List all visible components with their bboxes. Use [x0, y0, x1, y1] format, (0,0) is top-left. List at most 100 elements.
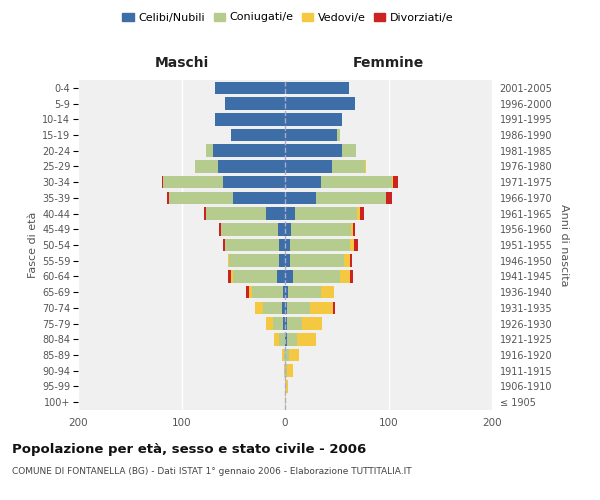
- Bar: [293, 270, 340, 282]
- Bar: [285, 128, 337, 141]
- Bar: [163, 176, 223, 188]
- Bar: [282, 302, 285, 314]
- Bar: [310, 302, 332, 314]
- Bar: [249, 286, 252, 298]
- Text: Popolazione per età, sesso e stato civile - 2006: Popolazione per età, sesso e stato civil…: [12, 442, 366, 456]
- Bar: [316, 192, 386, 204]
- Bar: [285, 270, 293, 282]
- Bar: [285, 82, 349, 94]
- Bar: [233, 270, 277, 282]
- Bar: [285, 380, 286, 392]
- Bar: [332, 160, 365, 172]
- Bar: [245, 286, 249, 298]
- Bar: [295, 208, 358, 220]
- Bar: [285, 208, 295, 220]
- Bar: [285, 176, 321, 188]
- Bar: [229, 254, 279, 267]
- Bar: [277, 270, 285, 282]
- Bar: [218, 160, 285, 172]
- Bar: [272, 318, 283, 330]
- Bar: [285, 144, 342, 157]
- Bar: [206, 144, 212, 157]
- Bar: [285, 302, 287, 314]
- Bar: [204, 208, 206, 220]
- Bar: [351, 223, 353, 235]
- Bar: [285, 98, 355, 110]
- Bar: [285, 254, 290, 267]
- Bar: [288, 286, 321, 298]
- Bar: [337, 128, 340, 141]
- Bar: [287, 333, 298, 345]
- Bar: [167, 192, 169, 204]
- Bar: [279, 254, 285, 267]
- Bar: [365, 160, 366, 172]
- Bar: [228, 254, 229, 267]
- Bar: [263, 302, 282, 314]
- Bar: [215, 113, 285, 126]
- Bar: [223, 238, 225, 252]
- Bar: [340, 270, 350, 282]
- Bar: [332, 302, 335, 314]
- Text: Femmine: Femmine: [353, 56, 424, 70]
- Bar: [386, 192, 392, 204]
- Bar: [279, 333, 285, 345]
- Bar: [274, 333, 279, 345]
- Text: COMUNE DI FONTANELLA (BG) - Dati ISTAT 1° gennaio 2006 - Elaborazione TUTTITALIA: COMUNE DI FONTANELLA (BG) - Dati ISTAT 1…: [12, 468, 412, 476]
- Bar: [344, 254, 350, 267]
- Bar: [285, 160, 332, 172]
- Bar: [283, 318, 285, 330]
- Bar: [219, 223, 221, 235]
- Bar: [285, 348, 289, 362]
- Bar: [285, 333, 287, 345]
- Bar: [283, 286, 285, 298]
- Bar: [286, 380, 288, 392]
- Bar: [233, 192, 285, 204]
- Bar: [266, 208, 285, 220]
- Bar: [231, 128, 285, 141]
- Bar: [279, 238, 285, 252]
- Bar: [358, 208, 359, 220]
- Bar: [266, 318, 272, 330]
- Legend: Celibi/Nubili, Coniugati/e, Vedovi/e, Divorziati/e: Celibi/Nubili, Coniugati/e, Vedovi/e, Di…: [118, 8, 458, 27]
- Bar: [321, 176, 392, 188]
- Bar: [350, 238, 355, 252]
- Bar: [285, 396, 286, 408]
- Bar: [302, 318, 322, 330]
- Bar: [290, 238, 350, 252]
- Bar: [285, 223, 291, 235]
- Bar: [278, 223, 285, 235]
- Bar: [284, 364, 285, 377]
- Bar: [287, 318, 302, 330]
- Bar: [285, 364, 287, 377]
- Bar: [350, 254, 352, 267]
- Bar: [285, 286, 288, 298]
- Y-axis label: Fasce di età: Fasce di età: [28, 212, 38, 278]
- Bar: [291, 223, 351, 235]
- Bar: [252, 286, 283, 298]
- Bar: [285, 318, 287, 330]
- Bar: [289, 348, 299, 362]
- Y-axis label: Anni di nascita: Anni di nascita: [559, 204, 569, 286]
- Bar: [212, 144, 285, 157]
- Bar: [342, 144, 356, 157]
- Bar: [284, 348, 285, 362]
- Bar: [353, 223, 355, 235]
- Bar: [169, 192, 233, 204]
- Text: Maschi: Maschi: [154, 56, 209, 70]
- Bar: [195, 160, 218, 172]
- Bar: [287, 302, 310, 314]
- Bar: [355, 238, 358, 252]
- Bar: [359, 208, 364, 220]
- Bar: [255, 302, 263, 314]
- Bar: [350, 270, 353, 282]
- Bar: [321, 286, 334, 298]
- Bar: [290, 254, 344, 267]
- Bar: [228, 270, 231, 282]
- Bar: [392, 176, 398, 188]
- Bar: [282, 348, 284, 362]
- Bar: [231, 270, 233, 282]
- Bar: [285, 192, 316, 204]
- Bar: [298, 333, 316, 345]
- Bar: [287, 364, 293, 377]
- Bar: [225, 98, 285, 110]
